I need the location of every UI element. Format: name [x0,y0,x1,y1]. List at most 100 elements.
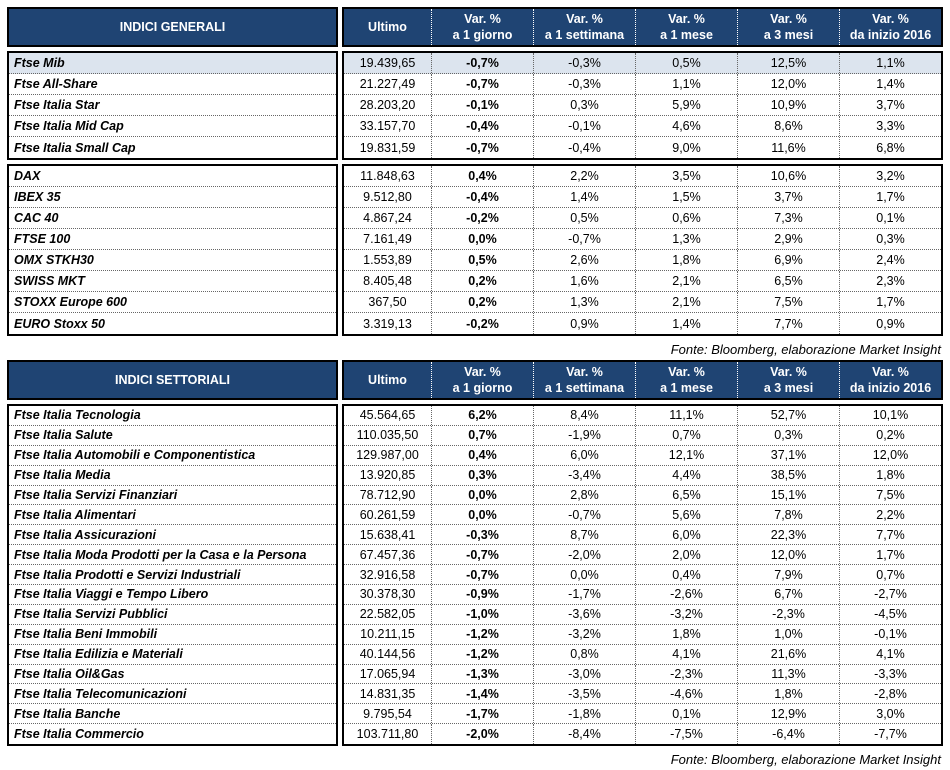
cell-ytd: 3,7% [839,95,941,115]
cell-w1: 1,4% [533,187,635,207]
index-values-column: 45.564,65 6,2% 8,4% 11,1% 52,7% 10,1% 110.035,… [342,404,943,747]
column-headers: Ultimo Var. % a 1 giorno Var. % a 1 sett… [342,360,943,400]
index-name-cell: Ftse Italia Small Cap [14,140,136,155]
cell-ultimo: 4.867,24 [363,211,412,225]
cell-m1: 3,5% [635,166,737,186]
cell-m3: 7,7% [737,313,839,334]
cell-ultimo: 7.161,49 [363,232,412,246]
index-name-column: Ftse Mib Ftse All-Share Ftse Italia Star Ft… [7,51,338,160]
table-row: 10.211,15 -1,2% -3,2% 1,8% 1,0% -0,1% [344,624,941,645]
cell-m3: 12,0% [737,74,839,94]
table-row: 28.203,20 -0,1% 0,3% 5,9% 10,9% 3,7% [344,95,941,116]
cell-ultimo: 103.711,80 [356,727,419,742]
cell-m1: 12,1% [635,445,737,465]
cell-d1: -0,4% [431,116,533,136]
index-name-column: DAX IBEX 35 CAC 40 FTSE 100 OMX STKH30 SWISS … [7,164,338,336]
cell-d1: -1,4% [431,684,533,704]
cell-m3: 6,9% [737,250,839,270]
cell-ultimo: 1.553,89 [363,253,412,267]
cell-m3: 22,3% [737,525,839,545]
cell-m1: 1,3% [635,229,737,249]
cell-w1: 1,3% [533,292,635,312]
table-indici-settoriali: INDICI SETTORIALI Ultimo Var. % a 1 gior… [7,360,943,770]
cell-ultimo: 17.065,94 [359,667,416,682]
cell-m3: 10,6% [737,166,839,186]
index-values-column: 11.848,63 0,4% 2,2% 3,5% 10,6% 3,2% 9.512,80 -0… [342,164,943,336]
cell-d1: -0,7% [431,74,533,94]
cell-w1: 8,4% [533,406,635,425]
cell-ytd: 2,2% [839,505,941,525]
cell-d1: -0,2% [431,208,533,228]
cell-m1: 0,1% [635,704,737,724]
index-name-cell: Ftse All-Share [9,74,336,95]
index-name-cell: STOXX Europe 600 [9,292,336,313]
cell-ytd: 7,5% [839,485,941,505]
column-header-var-1-giorno: Var. % a 1 giorno [431,362,533,398]
cell-w1: -3,4% [533,465,635,485]
cell-d1: -1,2% [431,624,533,644]
cell-w1: 0,5% [533,208,635,228]
cell-w1: 1,6% [533,271,635,291]
cell-m3: 2,9% [737,229,839,249]
cell-d1: -1,3% [431,664,533,684]
column-header-var-inizio-2016: Var. % da inizio 2016 [839,362,941,398]
table-row: 129.987,00 0,4% 6,0% 12,1% 37,1% 12,0% [344,445,941,466]
column-header-var-1-settimana: Var. % a 1 settimana [533,362,635,398]
index-name-cell: Ftse Italia Moda Prodotti per la Casa e … [9,545,336,566]
cell-m1: 4,6% [635,116,737,136]
cell-m3: 38,5% [737,465,839,485]
cell-w1: -2,0% [533,545,635,565]
cell-ytd: 2,3% [839,271,941,291]
cell-ultimo: 21.227,49 [359,77,416,91]
cell-m3: 7,8% [737,505,839,525]
cell-ytd: 1,1% [839,53,941,73]
cell-w1: -0,7% [533,229,635,249]
table-title: INDICI GENERALI [7,7,338,47]
index-name-cell: Ftse Italia Prodotti e Servizi Industria… [9,565,336,586]
cell-d1: -0,7% [431,137,533,158]
cell-w1: 2,8% [533,485,635,505]
cell-d1: -2,0% [431,724,533,745]
cell-m3: 3,7% [737,187,839,207]
cell-m3: 1,8% [737,684,839,704]
cell-ytd: 3,0% [839,704,941,724]
cell-ytd: -3,3% [839,664,941,684]
cell-ytd: 2,4% [839,250,941,270]
table-group: Ftse Mib Ftse All-Share Ftse Italia Star Ft… [7,51,943,160]
index-name-cell: Ftse Italia Automobili e Componentistica [9,446,336,466]
table-row: 45.564,65 6,2% 8,4% 11,1% 52,7% 10,1% [344,406,941,426]
cell-ultimo: 11.848,63 [360,169,415,183]
cell-m3: 12,0% [737,545,839,565]
index-name-cell: Ftse Italia Viaggi e Tempo Libero [9,585,336,605]
cell-d1: -1,7% [431,704,533,724]
table-row: 19.831,59 -0,7% -0,4% 9,0% 11,6% 6,8% [344,137,941,158]
table-row: 9.795,54 -1,7% -1,8% 0,1% 12,9% 3,0% [344,704,941,725]
cell-d1: -0,2% [431,313,533,334]
column-header-ultimo: Ultimo [368,373,407,387]
cell-ytd: 12,0% [839,445,941,465]
cell-ultimo: 32.916,58 [359,567,416,582]
cell-m1: 1,8% [635,624,737,644]
cell-w1: -1,7% [533,585,635,604]
table-row: 19.439,65 -0,7% -0,3% 0,5% 12,5% 1,1% [344,53,941,74]
table-header-row: INDICI GENERALI Ultimo Var. % a 1 giorno… [7,7,943,47]
cell-m3: 11,3% [737,664,839,684]
column-header-var-1-settimana: Var. % a 1 settimana [533,9,635,45]
cell-m3: 12,5% [737,53,839,73]
cell-w1: -8,4% [533,724,635,745]
cell-m1: 5,6% [635,505,737,525]
index-name-cell: Ftse Italia Edilizia e Materiali [9,645,336,665]
cell-w1: -0,1% [533,116,635,136]
table-title-label: INDICI GENERALI [119,20,226,34]
table-row: 14.831,35 -1,4% -3,5% -4,6% 1,8% -2,8% [344,684,941,705]
cell-ultimo: 67.457,36 [359,547,416,562]
cell-ultimo: 110.035,50 [356,428,419,443]
cell-m1: -2,3% [635,664,737,684]
table-row: 21.227,49 -0,7% -0,3% 1,1% 12,0% 1,4% [344,74,941,95]
cell-m3: 11,6% [737,137,839,158]
column-header-var-3-mesi: Var. % a 3 mesi [737,9,839,45]
source-note: Fonte: Bloomberg, elaborazione Market In… [670,342,941,357]
index-name-cell: Ftse Italia Servizi Pubblici [9,605,336,625]
cell-w1: 2,2% [533,166,635,186]
cell-w1: 0,3% [533,95,635,115]
